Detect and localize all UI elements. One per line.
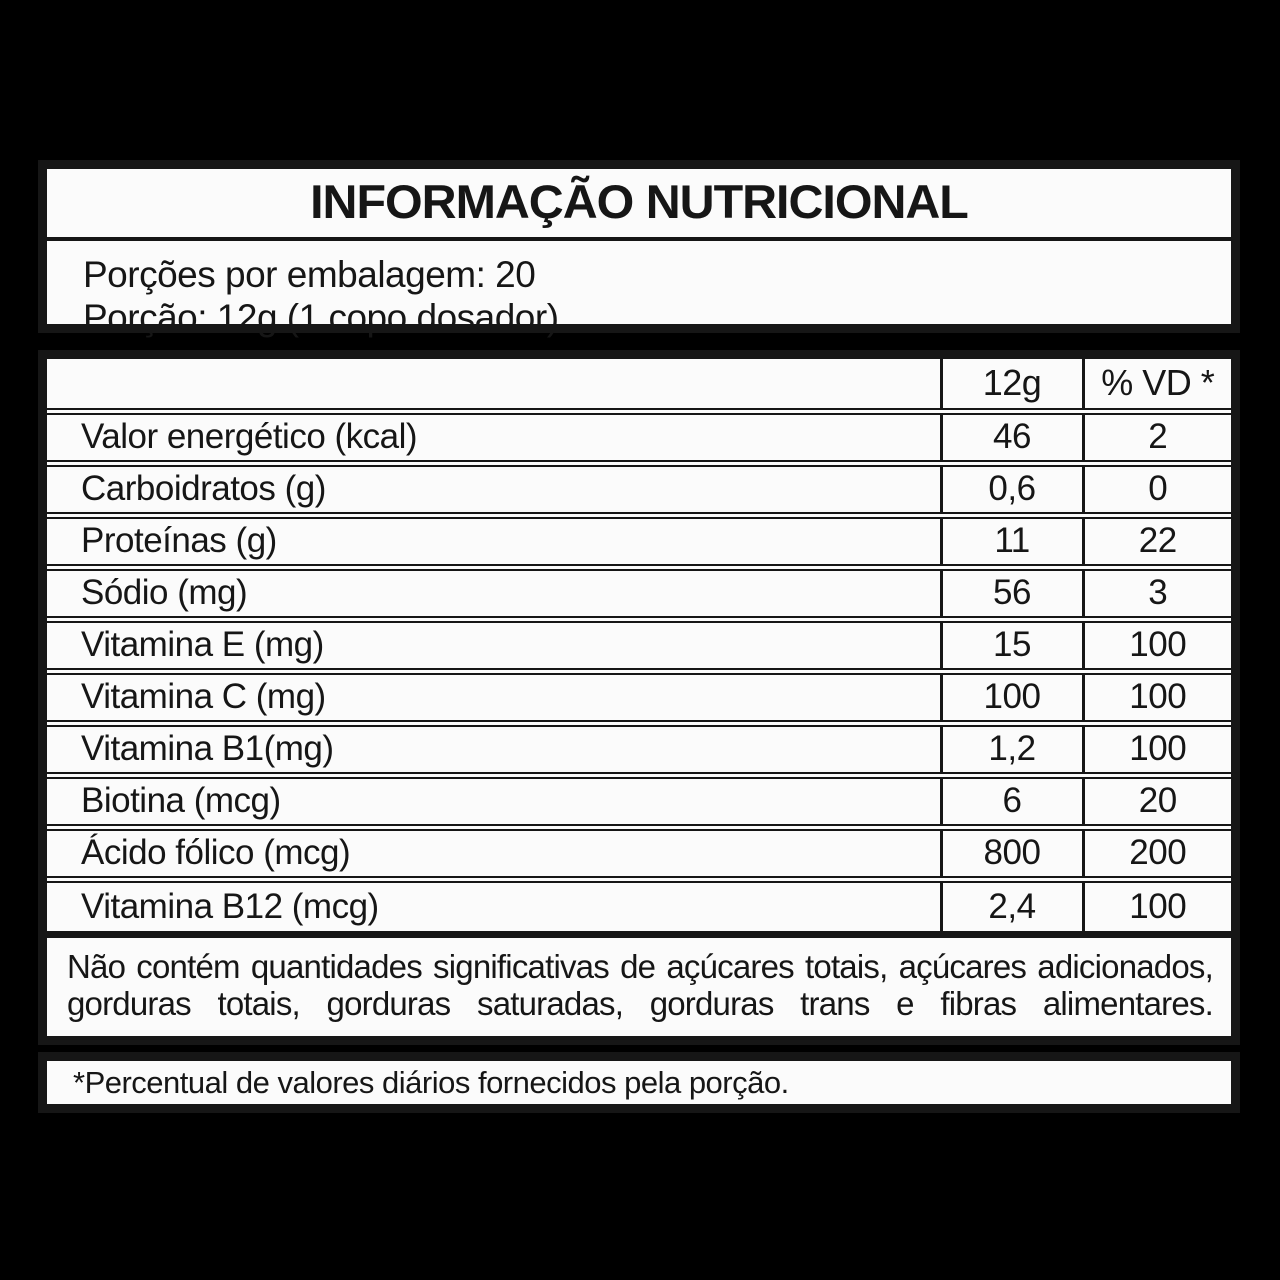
nutrient-name-cell: Vitamina B12 (mcg)	[47, 875, 941, 931]
table-row: Sódio (mg) 56 3	[47, 563, 1231, 619]
nutrient-name-cell: Carboidratos (g)	[47, 459, 941, 515]
nutrient-name-cell: Ácido fólico (mcg)	[47, 823, 941, 879]
nutrition-facts-label: INFORMAÇÃO NUTRICIONAL Porções por embal…	[38, 160, 1240, 1113]
daily-value-cell: 2	[1081, 407, 1231, 463]
table-row: Proteínas (g) 11 22	[47, 511, 1231, 567]
daily-value-cell: 100	[1081, 719, 1231, 775]
amount-cell: 100	[939, 667, 1083, 723]
table-row: Vitamina B1(mg) 1,2 100	[47, 719, 1231, 775]
daily-value-cell: 100	[1081, 875, 1231, 931]
table-bottom-rule	[47, 931, 1231, 938]
daily-values-footnote: *Percentual de valores diários fornecido…	[73, 1064, 789, 1100]
daily-value-cell: 22	[1081, 511, 1231, 567]
no-significant-amounts-note: Não contém quantidades significativas de…	[67, 948, 1214, 1022]
amount-cell: 800	[939, 823, 1083, 879]
table-row: Valor energético (kcal) 46 2	[47, 407, 1231, 463]
amount-cell: 1,2	[939, 719, 1083, 775]
nutrient-name-cell: Sódio (mg)	[47, 563, 941, 619]
daily-value-cell: 100	[1081, 615, 1231, 671]
amount-cell: 11	[939, 511, 1083, 567]
daily-value-cell: 3	[1081, 563, 1231, 619]
portion-size-line: Porção: 12g (1 copo dosador)	[83, 297, 559, 338]
nutrition-table-box: 12g % VD * Valor energético (kcal) 46 2 …	[38, 350, 1240, 1045]
footnote-box: *Percentual de valores diários fornecido…	[38, 1052, 1240, 1113]
nutrient-name-cell: Proteínas (g)	[47, 511, 941, 567]
nutrient-column-header	[47, 359, 941, 411]
amount-cell: 56	[939, 563, 1083, 619]
daily-value-cell: 0	[1081, 459, 1231, 515]
nutrient-name-cell: Vitamina C (mg)	[47, 667, 941, 723]
title-divider	[47, 237, 1231, 241]
portion-info: Porções por embalagem: 20 Porção: 12g (1…	[83, 253, 1231, 339]
amount-cell: 0,6	[939, 459, 1083, 515]
amount-cell: 2,4	[939, 875, 1083, 931]
nutrient-name-cell: Valor energético (kcal)	[47, 407, 941, 463]
table-row: Vitamina C (mg) 100 100	[47, 667, 1231, 723]
table-row: Vitamina E (mg) 15 100	[47, 615, 1231, 671]
table-header-row: 12g % VD *	[47, 359, 1231, 411]
daily-value-cell: 20	[1081, 771, 1231, 827]
amount-cell: 15	[939, 615, 1083, 671]
nutrient-name-cell: Vitamina E (mg)	[47, 615, 941, 671]
table-row: Carboidratos (g) 0,6 0	[47, 459, 1231, 515]
amount-column-header: 12g	[939, 359, 1083, 411]
header-box: INFORMAÇÃO NUTRICIONAL Porções por embal…	[38, 160, 1240, 338]
nutrient-name-cell: Biotina (mcg)	[47, 771, 941, 827]
amount-cell: 6	[939, 771, 1083, 827]
table-row: Biotina (mcg) 6 20	[47, 771, 1231, 827]
nutrient-name-cell: Vitamina B1(mg)	[47, 719, 941, 775]
daily-value-cell: 100	[1081, 667, 1231, 723]
table-row: Vitamina B12 (mcg) 2,4 100	[47, 875, 1231, 931]
daily-value-column-header: % VD *	[1081, 359, 1231, 411]
daily-value-cell: 200	[1081, 823, 1231, 879]
label-title: INFORMAÇÃO NUTRICIONAL	[310, 175, 969, 228]
amount-cell: 46	[939, 407, 1083, 463]
table-row: Ácido fólico (mcg) 800 200	[47, 823, 1231, 879]
servings-per-package-line: Porções por embalagem: 20	[83, 254, 536, 295]
nutrition-table: 12g % VD * Valor energético (kcal) 46 2 …	[47, 359, 1231, 931]
